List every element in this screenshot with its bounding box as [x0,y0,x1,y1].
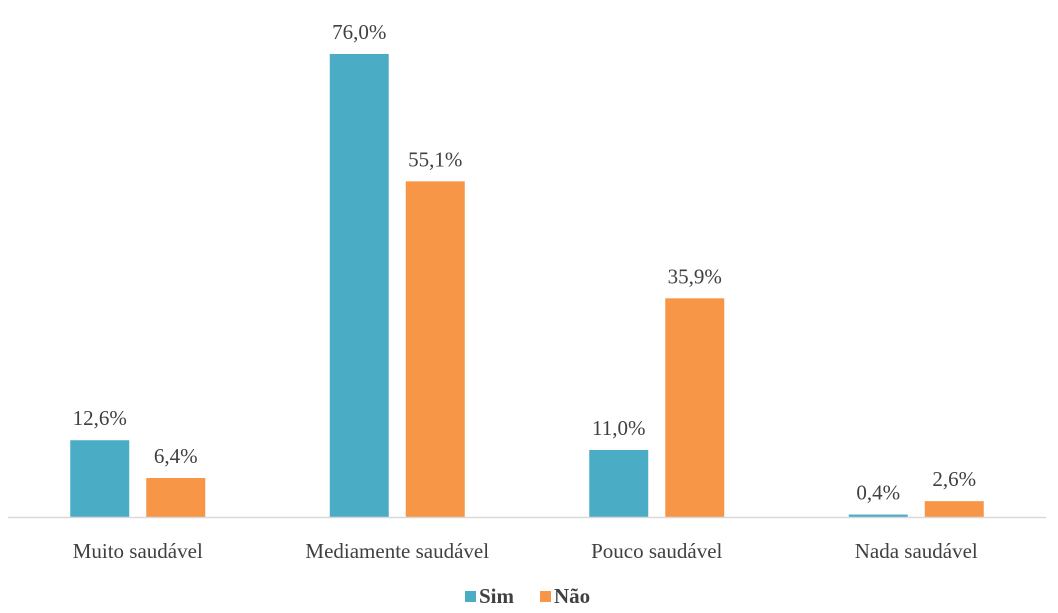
data-label-nao-pouco-saudavel: 35,9% [668,264,722,288]
bar-sim-muito-saudavel [70,440,130,517]
data-label-nao-mediamente-saudavel: 55,1% [408,147,462,171]
data-label-sim-mediamente-saudavel: 76,0% [332,20,386,44]
legend: Sim Não [465,584,590,608]
data-labels-group: 12,6% 6,4% 76,0% 55,1% 11,0% 35,9% 0,4% 2,6% [73,20,977,505]
category-label-nada-saudavel: Nada saudável [855,539,978,563]
data-label-sim-pouco-saudavel: 11,0% [592,416,645,440]
data-label-sim-muito-saudavel: 12,6% [73,406,127,430]
legend-label-sim: Sim [479,584,515,608]
category-labels-group: Muito saudável Mediamente saudável Pouco s… [73,539,978,563]
category-label-pouco-saudavel: Pouco saudável [591,539,722,563]
bar-nao-pouco-saudavel [665,298,725,517]
bar-sim-mediamente-saudavel [329,54,389,517]
bar-sim-nada-saudavel [848,514,908,517]
bars-group [70,54,984,517]
category-label-muito-saudavel: Muito saudável [73,539,203,563]
bar-nao-nada-saudavel [924,501,984,517]
legend-swatch-sim [465,591,476,602]
bar-nao-mediamente-saudavel [405,181,465,517]
bar-sim-pouco-saudavel [589,449,649,517]
legend-label-nao: Não [554,584,590,608]
category-label-mediamente-saudavel: Mediamente saudável [305,539,489,563]
data-label-sim-nada-saudavel: 0,4% [856,481,900,505]
legend-swatch-nao [540,591,551,602]
data-label-nao-muito-saudavel: 6,4% [154,444,198,468]
data-label-nao-nada-saudavel: 2,6% [932,467,976,491]
bar-nao-muito-saudavel [146,478,206,517]
